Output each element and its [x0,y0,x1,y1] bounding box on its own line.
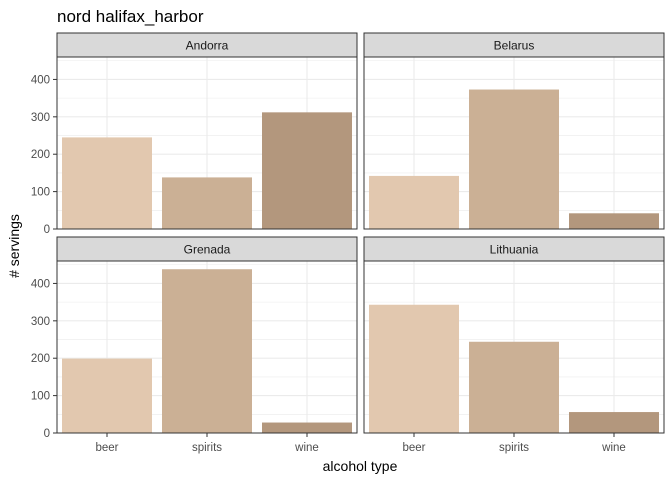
chart-title: nord halifax_harbor [57,7,204,26]
bar-beer [369,304,459,433]
x-tick-label: wine [294,442,319,454]
x-tick-label: beer [402,442,425,454]
facet-panels: Andorra 0 100 200 300 400 Belarus Grenada 0 100 20… [31,32,665,454]
bar-wine [262,112,352,229]
bar-spirits [162,177,252,229]
bar-beer [62,358,152,433]
y-tick-label: 200 [31,353,50,365]
bar-wine [569,213,659,229]
facet-strip-label: Lithuania [490,243,539,257]
y-tick-label: 0 [44,224,50,236]
y-tick-label: 300 [31,112,50,124]
facet-panel-lithuania: Lithuania beer spirits wine [363,236,665,454]
facet-panel-andorra: Andorra 0 100 200 300 400 [31,32,358,236]
bar-spirits [162,269,252,433]
facet-strip [363,32,665,58]
facet-panel-grenada: Grenada 0 100 200 300 400 beer spirits wine [31,236,358,454]
y-axis-title: # servings [6,214,22,278]
panel-border [56,56,358,230]
panel-border [363,56,665,230]
x-axis-title: alcohol type [323,458,398,474]
bar-beer [62,137,152,229]
bar-wine [262,422,352,433]
bar-spirits [469,89,559,230]
facet-strip-label: Belarus [494,39,535,53]
y-tick-label: 100 [31,187,50,199]
x-tick-label: spirits [499,442,529,454]
bar-spirits [469,341,559,433]
bar-beer [369,175,459,229]
y-tick-label: 400 [31,74,50,86]
facet-strip-label: Grenada [184,243,231,257]
facet-strip-label: Andorra [186,39,229,53]
x-tick-label: wine [601,442,626,454]
y-tick-label: 200 [31,149,50,161]
y-tick-label: 0 [44,428,50,440]
y-tick-label: 400 [31,278,50,290]
facet-strip [56,32,358,58]
x-tick-label: beer [95,442,118,454]
facet-strip [363,236,665,262]
x-tick-label: spirits [192,442,222,454]
facet-strip [56,236,358,262]
bar-wine [569,412,659,433]
y-tick-label: 100 [31,391,50,403]
y-tick-label: 300 [31,316,50,328]
facet-panel-belarus: Belarus [363,32,665,230]
